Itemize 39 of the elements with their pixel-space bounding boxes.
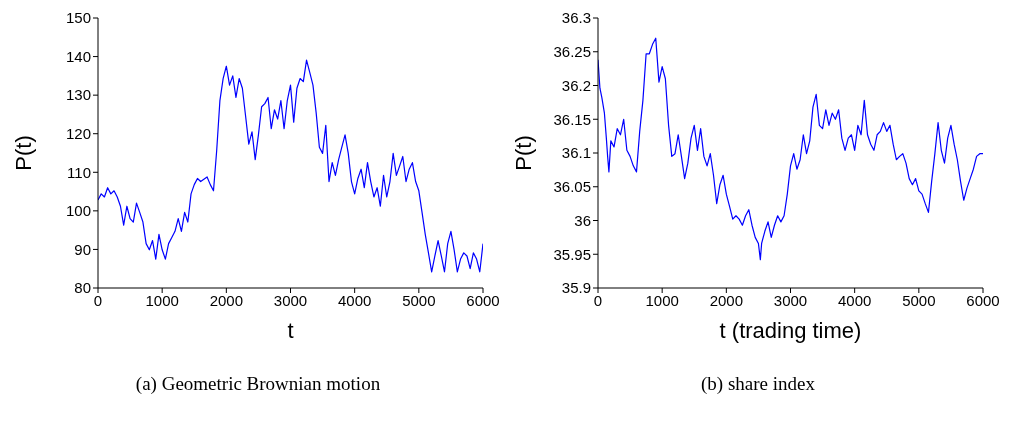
y-tick-label: 36.1 <box>561 144 591 162</box>
y-axis-title: P(t) <box>10 135 36 171</box>
y-tick-label: 80 <box>74 279 91 297</box>
x-tick-label: 0 <box>93 291 103 309</box>
x-tick-label: 1000 <box>145 291 179 309</box>
text: (a) Geometric Brownian motion <box>135 373 381 395</box>
x-tick-label: 4000 <box>337 291 372 309</box>
x-tick-label: 5000 <box>902 291 936 309</box>
x-tick-label: 5000 <box>402 291 436 309</box>
x-tick-label: 2000 <box>709 291 744 309</box>
x-tick-label: 1000 <box>645 291 679 309</box>
y-tick-label: 36.3 <box>561 9 591 27</box>
line-series <box>98 59 483 273</box>
y-tick-label: 130 <box>65 86 91 104</box>
y-tick-label: 36.05 <box>553 178 591 196</box>
y-tick-label: 35.95 <box>553 245 591 263</box>
y-tick-label: 120 <box>65 125 91 143</box>
y-tick-label: 140 <box>65 47 91 65</box>
x-tick-label: 4000 <box>837 291 872 309</box>
y-tick-label: 36 <box>574 211 591 229</box>
x-axis-title: t (trading time) <box>719 318 862 343</box>
y-axis-title: P(t) <box>510 135 536 171</box>
y-tick-label: 36.15 <box>553 110 591 128</box>
y-tick-label: 36.2 <box>561 76 591 94</box>
x-tick-label: 6000 <box>466 291 500 309</box>
text: (b) share index <box>701 373 815 395</box>
line-series <box>598 37 983 261</box>
y-tick-label: 90 <box>74 240 91 258</box>
y-tick-label: 110 <box>67 163 91 181</box>
y-tick-label: 100 <box>65 202 91 220</box>
x-tick-label: 0 <box>593 291 603 309</box>
y-tick-label: 35.9 <box>561 279 591 297</box>
y-tick-label: 36.25 <box>553 43 591 61</box>
x-axis-title: t <box>287 318 294 343</box>
x-tick-label: 2000 <box>209 291 244 309</box>
x-tick-label: 3000 <box>273 291 308 309</box>
x-tick-label: 6000 <box>966 291 1000 309</box>
x-tick-label: 3000 <box>773 291 808 309</box>
y-tick-label: 150 <box>65 9 91 27</box>
